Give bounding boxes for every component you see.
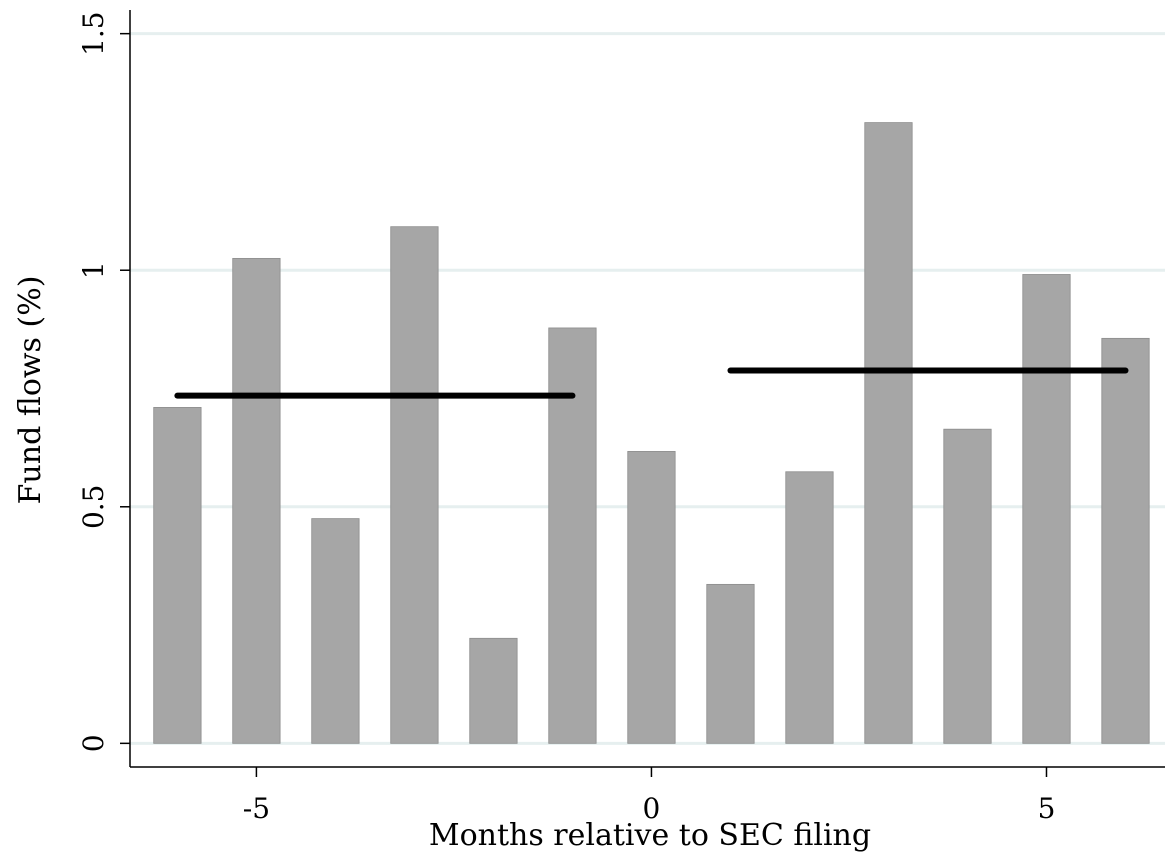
- bar-3: [864, 122, 913, 744]
- bar-6: [1101, 337, 1150, 744]
- y-tick-label-1.5: 1.5: [77, 11, 110, 56]
- bar-0: [627, 451, 676, 744]
- y-axis-title: Fund flows (%): [13, 276, 48, 505]
- bar--2: [469, 637, 518, 744]
- bar--4: [311, 518, 360, 744]
- x-tick-label--5: -5: [243, 792, 270, 825]
- bar-5: [1022, 274, 1071, 744]
- bar-1: [706, 583, 755, 744]
- y-tick-label-1: 1: [77, 261, 110, 279]
- tick-labels: 0 0.5 1 1.5 -5 0 5: [77, 11, 1055, 825]
- bar-2: [785, 471, 834, 744]
- bar--3: [390, 226, 439, 744]
- bars: [153, 122, 1150, 744]
- x-tick-label-0: 0: [643, 792, 661, 825]
- bar--6: [153, 407, 202, 744]
- bar--5: [232, 257, 281, 744]
- y-tick-label-0: 0: [77, 734, 110, 752]
- bar--1: [548, 327, 597, 744]
- x-tick-label-5: 5: [1038, 792, 1056, 825]
- axes: [120, 10, 1165, 777]
- mean-lines: [174, 367, 1129, 399]
- x-axis-title: Months relative to SEC filing: [429, 818, 871, 852]
- y-tick-label-0.5: 0.5: [77, 485, 110, 530]
- bar-4: [943, 428, 992, 744]
